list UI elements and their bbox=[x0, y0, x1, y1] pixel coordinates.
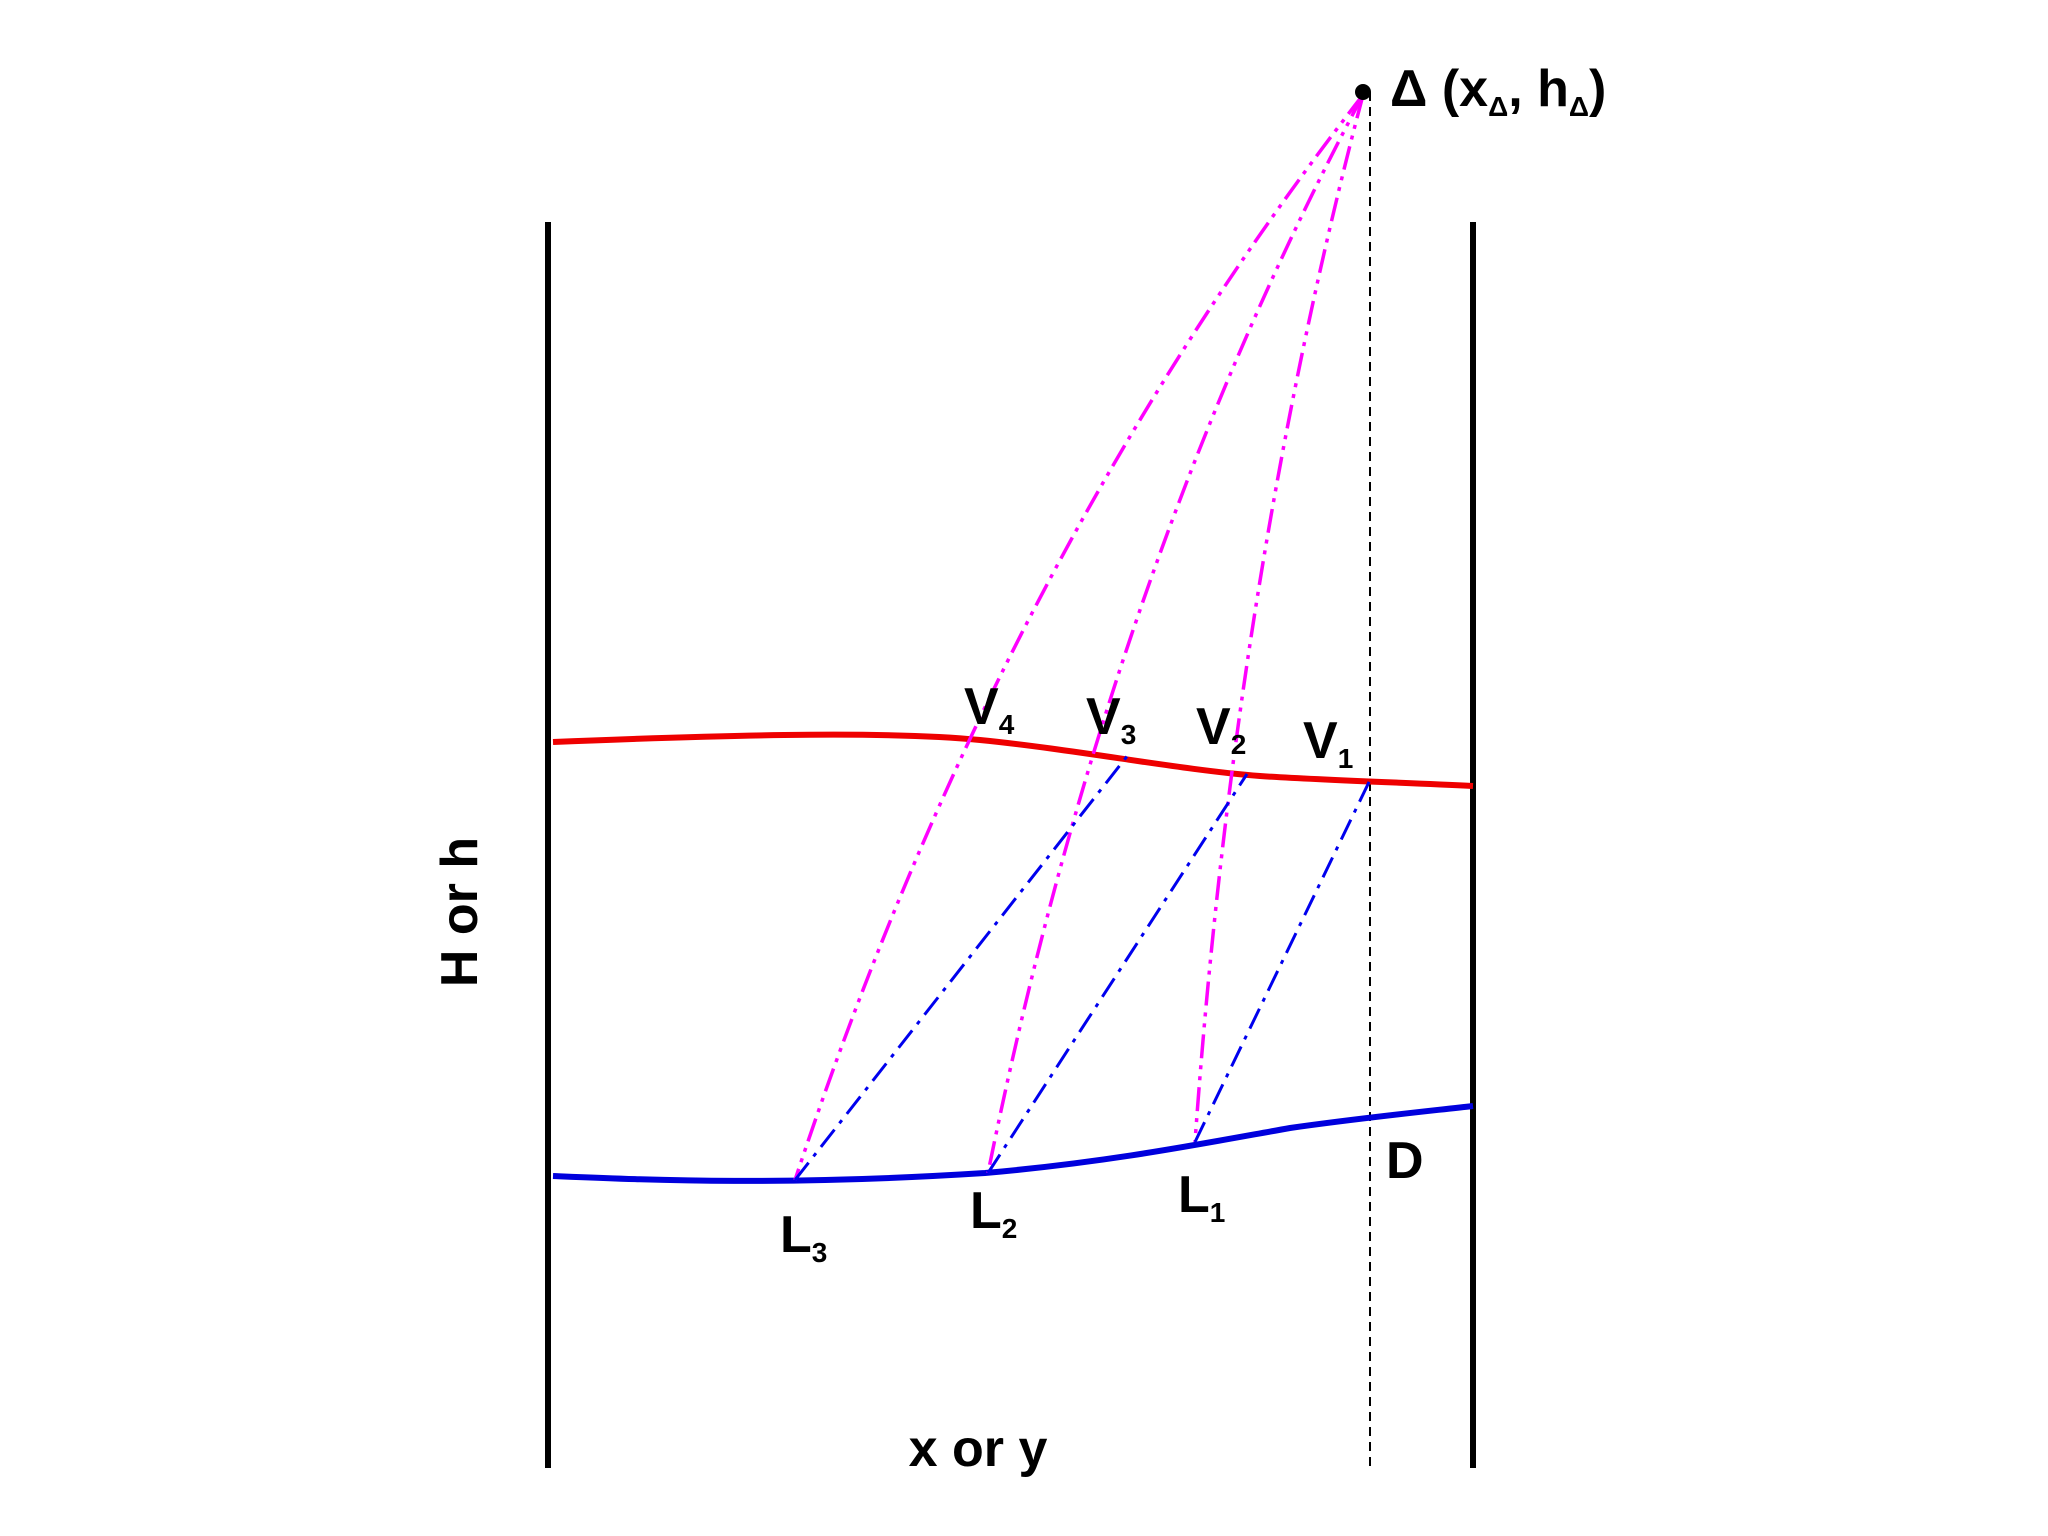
delta-point-dot bbox=[1355, 84, 1371, 100]
blue-line-L2-V2 bbox=[986, 773, 1249, 1174]
label-V2: V2 bbox=[1196, 698, 1246, 760]
label-L3: L3 bbox=[780, 1206, 827, 1268]
blue-line-L3-V3 bbox=[793, 754, 1130, 1181]
label-L2: L2 bbox=[970, 1182, 1017, 1244]
upper-curve-red bbox=[552, 731, 1474, 789]
label-V3: V3 bbox=[1086, 688, 1136, 750]
blue-line-L1-V1 bbox=[1193, 779, 1372, 1143]
magenta-line-L2 bbox=[986, 94, 1365, 1174]
magenta-line-L1 bbox=[1193, 94, 1365, 1143]
magenta-lines-group bbox=[793, 93, 1365, 1181]
delta-point-label: Δ (xΔ, hΔ) bbox=[1390, 60, 1606, 122]
blue-lines-group bbox=[793, 754, 1372, 1181]
label-D: D bbox=[1386, 1132, 1424, 1190]
label-V1: V1 bbox=[1303, 712, 1353, 774]
lower-curve-blue bbox=[552, 1103, 1474, 1184]
label-V4: V4 bbox=[964, 678, 1015, 740]
y-axis-label: H or h bbox=[431, 837, 489, 987]
label-L1: L1 bbox=[1178, 1166, 1225, 1228]
magenta-line-L3 bbox=[793, 93, 1365, 1181]
x-axis-label: x or y bbox=[909, 1420, 1048, 1478]
